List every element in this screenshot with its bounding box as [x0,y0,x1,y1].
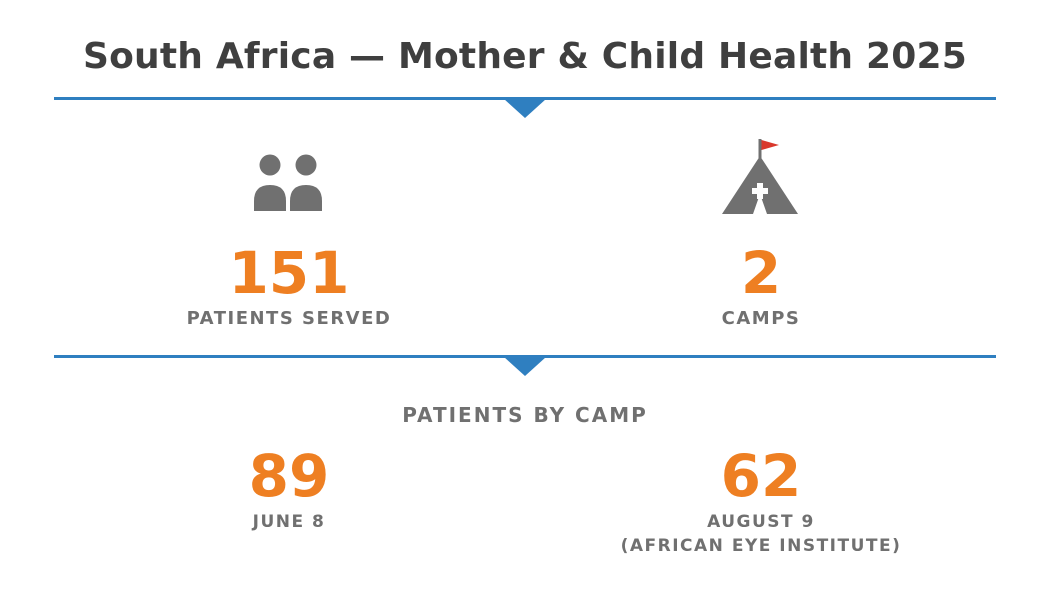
camp-2-date: AUGUST 9 [707,512,815,532]
camps-label: CAMPS [721,308,801,329]
divider-pointer [504,357,546,376]
camp-2-location: (AFRICAN EYE INSTITUTE) [620,536,902,556]
section-heading: PATIENTS BY CAMP [402,403,648,427]
tent-flag-icon [561,138,961,218]
page-title: South Africa — Mother & Child Health 202… [83,36,967,77]
camp-2-label: AUGUST 9 (AFRICAN EYE INSTITUTE) [561,510,961,558]
patients-served-label: PATIENTS SERVED [186,308,392,329]
top-divider [54,97,996,118]
divider-pointer [504,99,546,118]
people-icon [89,138,489,218]
camp-1-date: JUNE 8 [252,512,326,532]
patients-served-value: 151 [228,239,350,307]
camps-value: 2 [740,239,782,307]
middle-divider [54,355,996,376]
camp-2-value: 62 [720,442,802,510]
camp-1-label: JUNE 8 [89,510,489,534]
camp-1-value: 89 [248,442,330,510]
